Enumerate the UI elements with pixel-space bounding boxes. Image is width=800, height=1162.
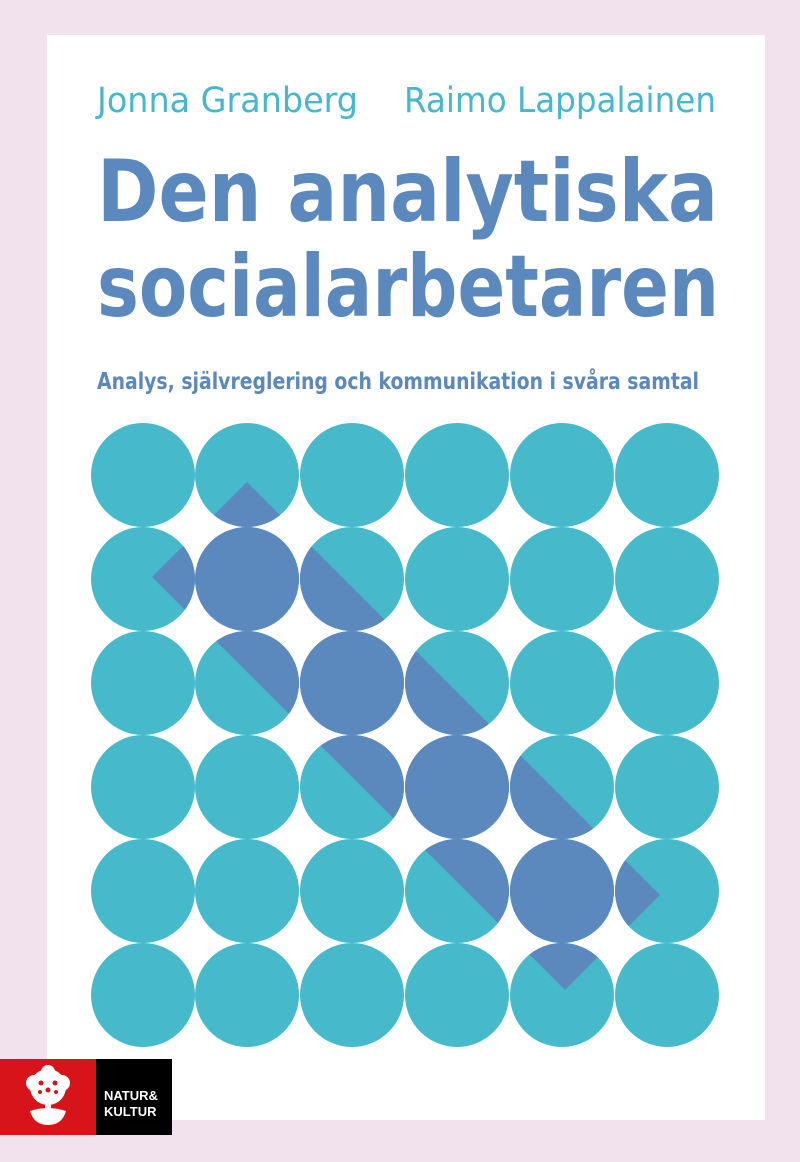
pattern-circle [91, 735, 195, 839]
pattern-circle [405, 423, 509, 527]
pattern-circle [510, 631, 614, 735]
pattern-circle [91, 943, 195, 1047]
pattern-circle [195, 943, 299, 1047]
pattern-circle [615, 631, 719, 735]
pattern-circle [195, 423, 299, 527]
pattern-circle [510, 943, 614, 1047]
pattern-circle [195, 735, 299, 839]
pattern-circle [615, 943, 719, 1047]
tree-icon [0, 1059, 96, 1135]
pattern-circle [300, 943, 404, 1047]
title-line-1: Den analytiska [97, 142, 718, 242]
pattern-circle [615, 735, 719, 839]
publisher-name-line-1: NATUR& [104, 1088, 158, 1103]
pattern-circle [91, 423, 195, 527]
publisher-name-line-2: KULTUR [104, 1104, 157, 1119]
title-line-2: socialarbetaren [97, 237, 719, 337]
pattern-circle [510, 527, 614, 631]
publisher-logo: NATUR& KULTUR [0, 1059, 172, 1135]
pattern-circle [510, 423, 614, 527]
pattern-circle [91, 527, 195, 631]
pattern-circle [615, 839, 719, 943]
author-2: Raimo Lappalainen [404, 81, 716, 121]
pattern-circle [615, 423, 719, 527]
pattern-circle [91, 631, 195, 735]
subtitle: Analys, självreglering och kommunikation… [97, 369, 699, 395]
pattern-circle [405, 943, 509, 1047]
pattern-circle [91, 839, 195, 943]
pattern-circle [300, 839, 404, 943]
author-1: Jonna Granberg [97, 81, 358, 121]
pattern-circle [300, 423, 404, 527]
pattern-circle [195, 839, 299, 943]
pattern-circle [615, 527, 719, 631]
pattern-circle [405, 527, 509, 631]
